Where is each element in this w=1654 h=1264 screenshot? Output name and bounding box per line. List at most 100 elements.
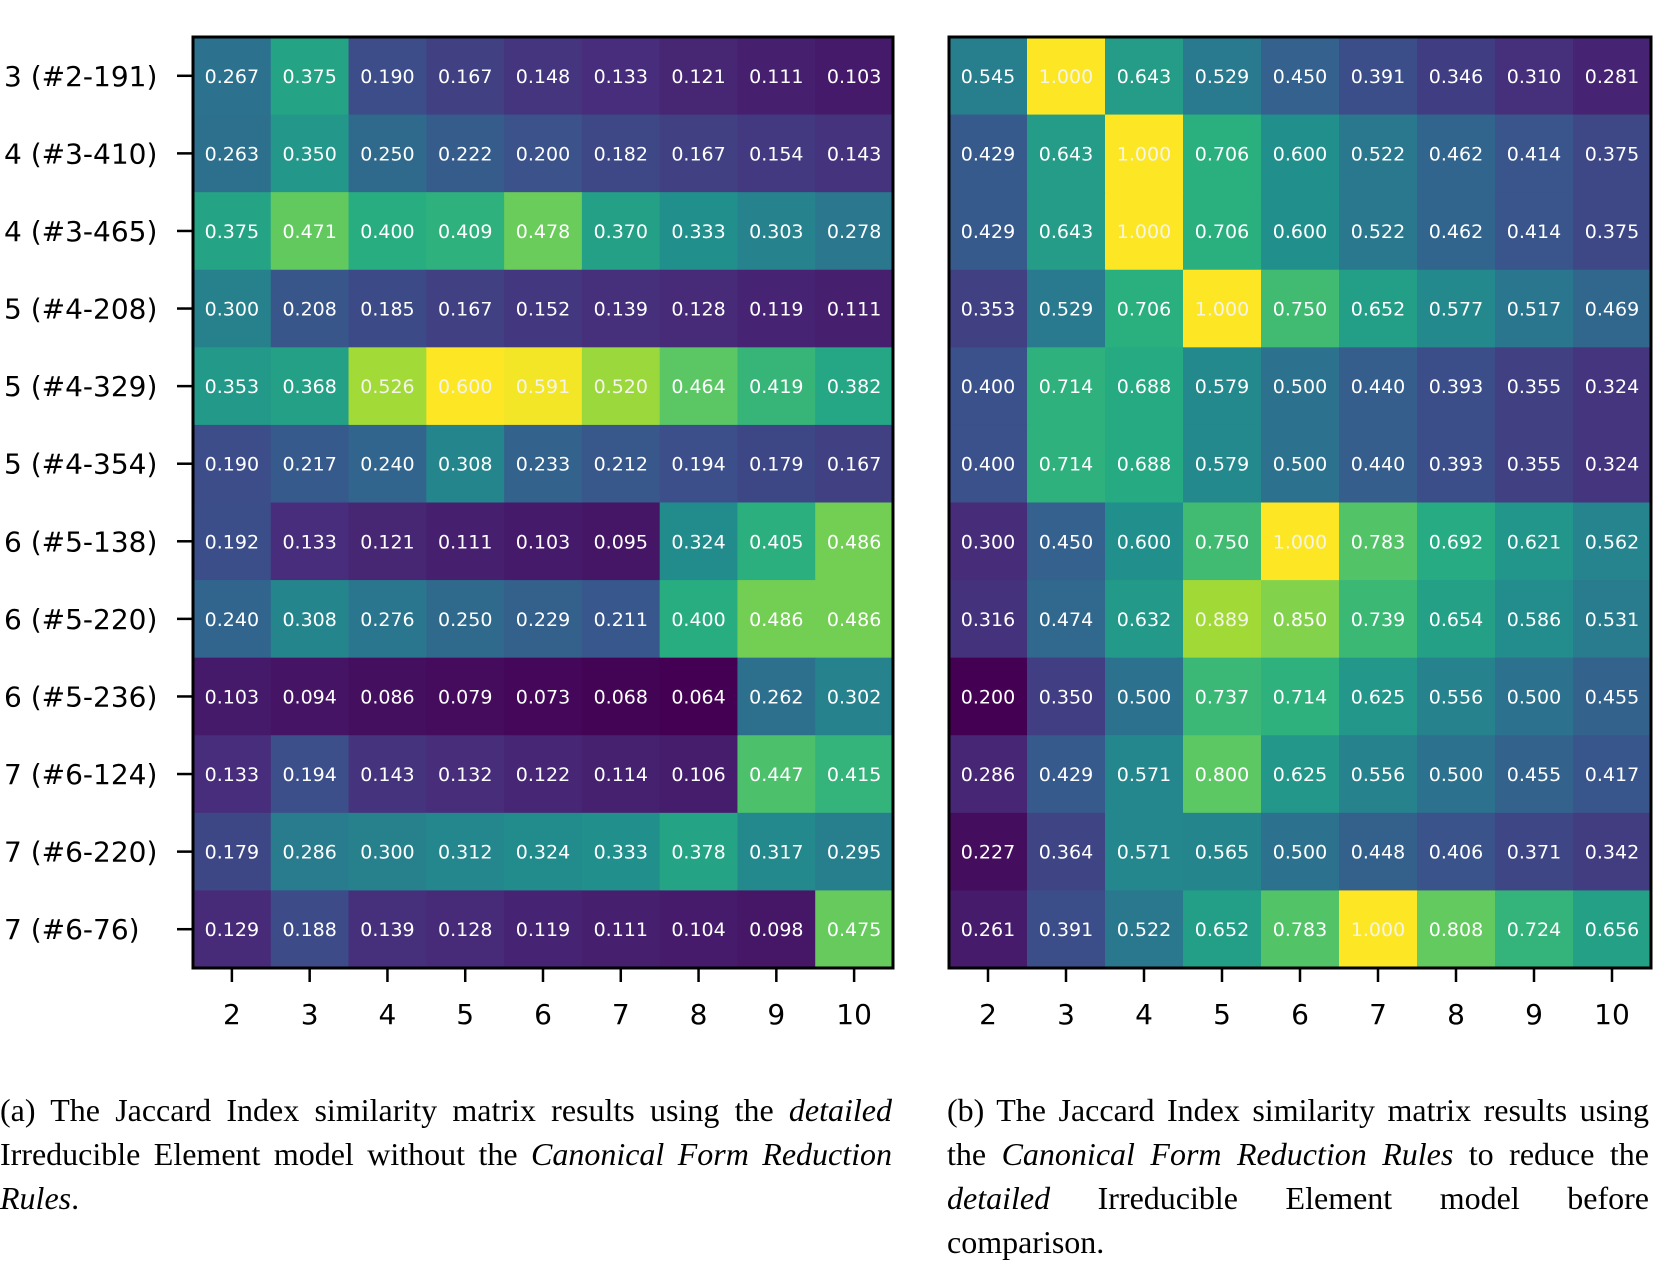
heatmap-a-value-r6-c5: 0.095 <box>594 531 648 553</box>
heatmap-b-value-r5-c8: 0.324 <box>1585 454 1639 476</box>
heatmap-b-cell-r8-c8 <box>1573 657 1652 736</box>
heatmap-a-cell-r10-c3 <box>426 812 505 892</box>
heatmap-b-value-r2-c0: 0.429 <box>961 221 1015 243</box>
heatmap-a-cell-r1-c8 <box>815 114 894 193</box>
heatmap-b-value-r1-c6: 0.462 <box>1429 143 1483 165</box>
heatmap-a-ytick-label-0: 3 (#2-191) <box>4 60 157 93</box>
heatmap-b-value-r11-c3: 0.652 <box>1195 919 1249 941</box>
heatmap-b-value-r6-c2: 0.600 <box>1117 531 1171 553</box>
heatmap-a-value-r5-c2: 0.240 <box>360 454 414 476</box>
heatmap-a-cell-r3-c8 <box>815 269 894 348</box>
heatmap-b: 0.545 1.000 0.643 0.529 0.450 0.391 0.346 0.310… <box>947 35 1653 1031</box>
heatmap-a-cell-r7-c8 <box>815 580 894 659</box>
heatmap-b-cell-r3-c3 <box>1183 269 1262 348</box>
heatmap-a-xtick-label-5: 7 <box>612 998 630 1031</box>
heatmap-b-cell-r6-c2 <box>1105 502 1184 581</box>
heatmap-b-value-r5-c1: 0.714 <box>1039 454 1093 476</box>
heatmap-a-cell-r5-c6 <box>659 424 739 504</box>
heatmap-b-value-r3-c0: 0.353 <box>961 299 1015 321</box>
heatmap-b-cell-r3-c0 <box>949 269 1028 348</box>
heatmap-a-ytick-label-7: 6 (#5-220) <box>4 603 157 636</box>
heatmap-a-cell-r10-c2 <box>348 812 427 892</box>
heatmap-b-value-r4-c8: 0.324 <box>1585 376 1639 398</box>
heatmap-b-cell-r11-c0 <box>949 890 1028 969</box>
heatmap-a-cell-r3-c6 <box>659 269 739 348</box>
heatmap-b-cell-r5-c4 <box>1261 424 1340 504</box>
heatmap-a-xtick-label-1: 3 <box>301 998 319 1031</box>
heatmap-b-cell-r5-c6 <box>1417 424 1496 504</box>
heatmap-a-value-r0-c2: 0.190 <box>360 66 414 88</box>
heatmap-a-cell-r5-c2 <box>348 424 427 504</box>
heatmap-b-value-r6-c0: 0.300 <box>961 531 1015 553</box>
heatmap-a-xtick-label-7: 9 <box>767 998 785 1031</box>
heatmap-b-cell-r7-c0 <box>949 580 1028 659</box>
heatmap-a-value-r1-c2: 0.250 <box>360 143 414 165</box>
heatmap-a-value-r7-c6: 0.400 <box>671 609 725 631</box>
heatmap-a-cell-r9-c5 <box>581 735 661 814</box>
heatmap-a-cell-r10-c0 <box>193 812 272 892</box>
heatmap-a-cell-r6-c7 <box>737 502 816 581</box>
heatmap-b-value-r8-c4: 0.714 <box>1273 686 1327 708</box>
heatmap-a-cell-r7-c7 <box>737 580 816 659</box>
heatmap-b-value-r11-c1: 0.391 <box>1039 919 1093 941</box>
heatmap-b-cell-r5-c2 <box>1105 424 1184 504</box>
heatmap-a-value-r5-c7: 0.179 <box>749 454 803 476</box>
heatmap-a-value-r8-c6: 0.064 <box>671 686 725 708</box>
heatmap-b-value-r8-c6: 0.556 <box>1429 686 1483 708</box>
heatmap-b-value-r5-c0: 0.400 <box>961 454 1015 476</box>
heatmap-a-ytick-label-1: 4 (#3-410) <box>4 137 157 170</box>
heatmap-b-cell-r11-c3 <box>1183 890 1262 969</box>
heatmap-b-value-r2-c4: 0.600 <box>1273 221 1327 243</box>
heatmap-b-value-r2-c3: 0.706 <box>1195 221 1249 243</box>
heatmap-a-value-r3-c2: 0.185 <box>360 299 414 321</box>
heatmap-a-cell-r1-c5 <box>581 114 661 193</box>
heatmap-a-value-r10-c7: 0.317 <box>749 842 803 864</box>
heatmap-a-value-r9-c2: 0.143 <box>360 764 414 786</box>
heatmap-a-value-r6-c6: 0.324 <box>671 531 725 553</box>
heatmap-a-cell-r8-c2 <box>348 657 427 736</box>
heatmap-a-value-r9-c0: 0.133 <box>205 764 259 786</box>
heatmap-a-cell-r5-c0 <box>193 424 272 504</box>
heatmap-a-value-r10-c2: 0.300 <box>360 842 414 864</box>
heatmap-b-cell-r0-c7 <box>1495 37 1574 116</box>
heatmap-a-value-r11-c5: 0.111 <box>594 919 648 941</box>
heatmap-b-cell-r9-c1 <box>1027 735 1106 814</box>
heatmap-b-cell-r7-c7 <box>1495 580 1574 659</box>
heatmap-b-cell-r7-c4 <box>1261 580 1340 659</box>
heatmap-b-cell-r10-c6 <box>1417 812 1496 892</box>
heatmap-b-cell-r0-c2 <box>1105 37 1184 116</box>
heatmap-a-cell-r8-c1 <box>270 657 350 736</box>
heatmap-b-frame <box>947 35 1653 970</box>
heatmap-b-value-r10-c7: 0.371 <box>1507 842 1561 864</box>
heatmap-b-value-r6-c4: 1.000 <box>1273 531 1327 553</box>
caption-a-em1: detailed <box>788 1092 892 1128</box>
heatmap-b-cell-r6-c5 <box>1339 502 1418 581</box>
heatmap-a-cell-r2-c8 <box>815 192 894 271</box>
heatmap-a-ytick-label-5: 5 (#4-354) <box>4 448 157 481</box>
heatmap-a-cell-r10-c1 <box>270 812 350 892</box>
heatmap-a-cell-r1-c6 <box>659 114 739 193</box>
heatmap-b-value-r4-c4: 0.500 <box>1273 376 1327 398</box>
heatmap-b-cell-r3-c5 <box>1339 269 1418 348</box>
caption-b-prefix: (b) The Jaccard Index similarity matrix … <box>947 1092 1649 1172</box>
heatmap-a-ytick-label-3: 5 (#4-208) <box>4 293 157 326</box>
heatmap-b-value-r6-c3: 0.750 <box>1195 531 1249 553</box>
heatmap-b-value-r2-c8: 0.375 <box>1585 221 1639 243</box>
heatmap-b-cell-r2-c3 <box>1183 192 1262 271</box>
heatmap-b-value-r11-c7: 0.724 <box>1507 919 1561 941</box>
heatmap-a-cell-r4-c0 <box>193 347 272 426</box>
heatmap-b-value-r9-c1: 0.429 <box>1039 764 1093 786</box>
caption-a-em2: Canonical Form Reduction Rules <box>0 1136 893 1216</box>
heatmap-b-cell-r0-c4 <box>1261 37 1340 116</box>
heatmap-a-value-r1-c6: 0.167 <box>671 143 725 165</box>
heatmap-a-frame <box>191 35 895 970</box>
heatmap-b-value-r5-c5: 0.440 <box>1351 454 1405 476</box>
heatmap-b-cell-r10-c3 <box>1183 812 1262 892</box>
heatmap-a-value-r11-c1: 0.188 <box>282 919 336 941</box>
heatmap-b-value-r1-c1: 0.643 <box>1039 143 1093 165</box>
heatmap-b-value-r10-c0: 0.227 <box>961 842 1015 864</box>
heatmap-b-cell-r9-c0 <box>949 735 1028 814</box>
heatmap-b-cell-r2-c6 <box>1417 192 1496 271</box>
heatmap-a-cell-r2-c7 <box>737 192 816 271</box>
heatmap-a-xtick-label-0: 2 <box>223 998 241 1031</box>
